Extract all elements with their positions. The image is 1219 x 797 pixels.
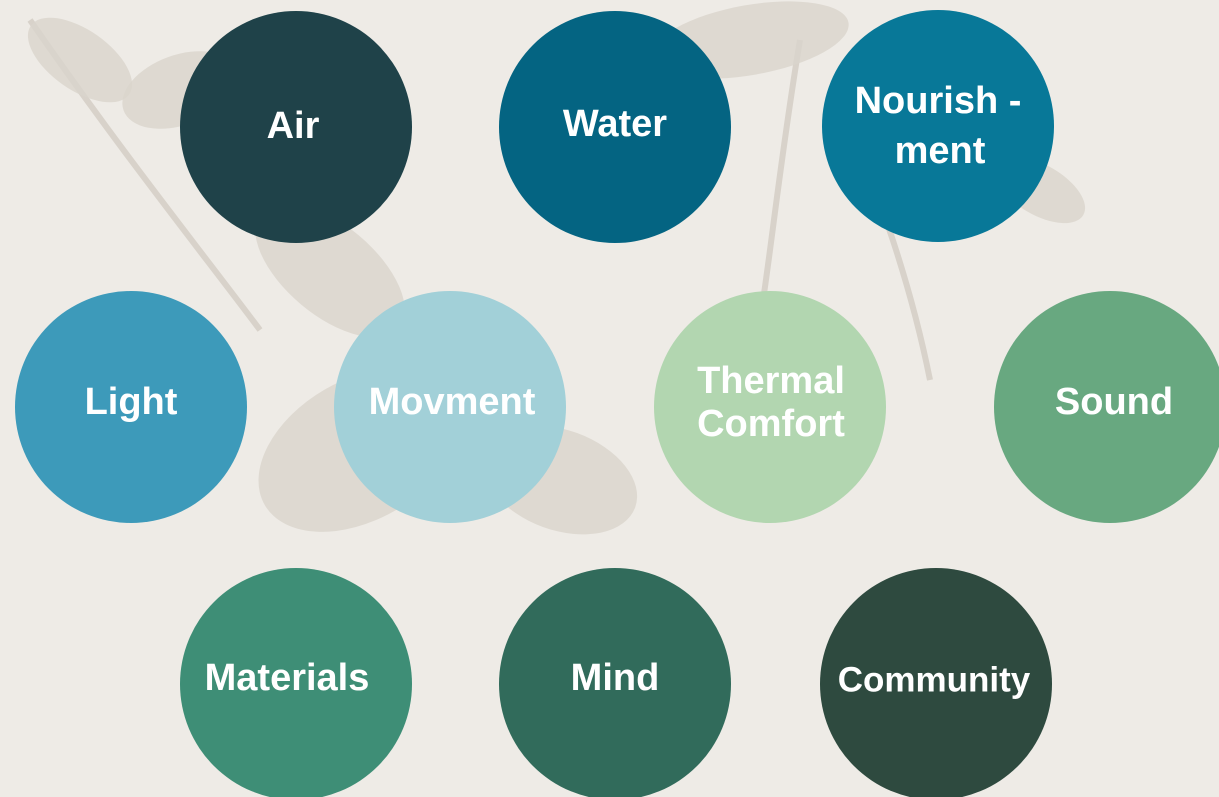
node: Light bbox=[15, 291, 247, 523]
node-label: Light bbox=[85, 381, 178, 423]
node-label: Materials bbox=[205, 657, 370, 699]
node-label: Sound bbox=[1055, 381, 1173, 423]
node-label: Movment bbox=[369, 381, 536, 423]
diagram: Air Water Nourish - ment Light Movment T… bbox=[0, 0, 1219, 797]
node-label: Community bbox=[838, 660, 1031, 699]
node-circle bbox=[822, 10, 1054, 242]
node-label: Nourish - bbox=[855, 80, 1022, 122]
page: {"nodes": [ {"label": ["Air"]}, {"label"… bbox=[0, 0, 1219, 797]
node: Movment bbox=[334, 291, 566, 523]
node-label: Air bbox=[267, 105, 320, 147]
node-label: Water bbox=[563, 103, 667, 145]
node: Community bbox=[820, 568, 1052, 797]
node-label: Comfort bbox=[697, 403, 845, 445]
node-label: Mind bbox=[571, 657, 660, 699]
node: Nourish - ment bbox=[822, 10, 1054, 242]
node: Thermal Comfort bbox=[654, 291, 886, 523]
node: Water bbox=[499, 11, 731, 243]
node: Air bbox=[180, 11, 412, 243]
node-label: Thermal bbox=[697, 360, 845, 402]
node: Materials bbox=[180, 568, 412, 797]
stem bbox=[760, 40, 800, 320]
node: Sound bbox=[994, 291, 1219, 523]
node: Mind bbox=[499, 568, 731, 797]
node-label: ment bbox=[895, 130, 986, 172]
